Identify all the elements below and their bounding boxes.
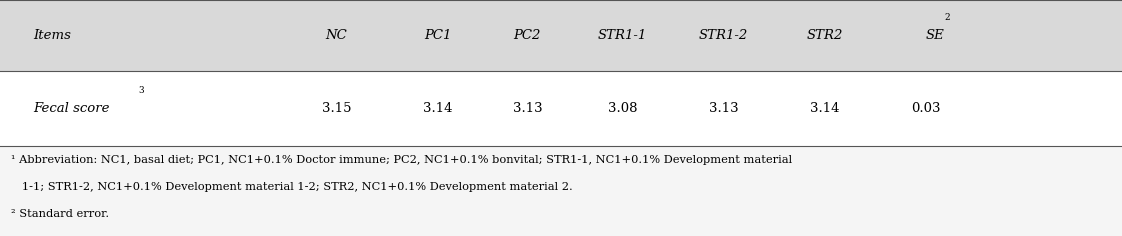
- Text: ² Standard error.: ² Standard error.: [11, 209, 109, 219]
- Text: PC1: PC1: [424, 29, 451, 42]
- Text: 0.03: 0.03: [911, 102, 940, 115]
- Text: 3.08: 3.08: [608, 102, 637, 115]
- Text: 3.13: 3.13: [709, 102, 738, 115]
- Text: 3.13: 3.13: [513, 102, 542, 115]
- Text: STR2: STR2: [807, 29, 843, 42]
- Text: 3: 3: [138, 86, 144, 95]
- Text: Fecal score: Fecal score: [34, 102, 110, 115]
- Text: 3.14: 3.14: [810, 102, 839, 115]
- Text: NC: NC: [325, 29, 348, 42]
- Text: 2: 2: [945, 13, 950, 22]
- Text: STR1-1: STR1-1: [598, 29, 647, 42]
- Text: PC2: PC2: [514, 29, 541, 42]
- FancyBboxPatch shape: [0, 0, 1122, 71]
- Text: 3.14: 3.14: [423, 102, 452, 115]
- Text: 3.15: 3.15: [322, 102, 351, 115]
- Text: STR1-2: STR1-2: [699, 29, 748, 42]
- Text: SE: SE: [926, 29, 945, 42]
- Text: Items: Items: [34, 29, 72, 42]
- Text: 1-1; STR1-2, NC1+0.1% Development material 1-2; STR2, NC1+0.1% Development mater: 1-1; STR1-2, NC1+0.1% Development materi…: [11, 182, 573, 192]
- Text: ¹ Abbreviation: NC1, basal diet; PC1, NC1+0.1% Doctor immune; PC2, NC1+0.1% bonv: ¹ Abbreviation: NC1, basal diet; PC1, NC…: [11, 155, 792, 164]
- FancyBboxPatch shape: [0, 71, 1122, 146]
